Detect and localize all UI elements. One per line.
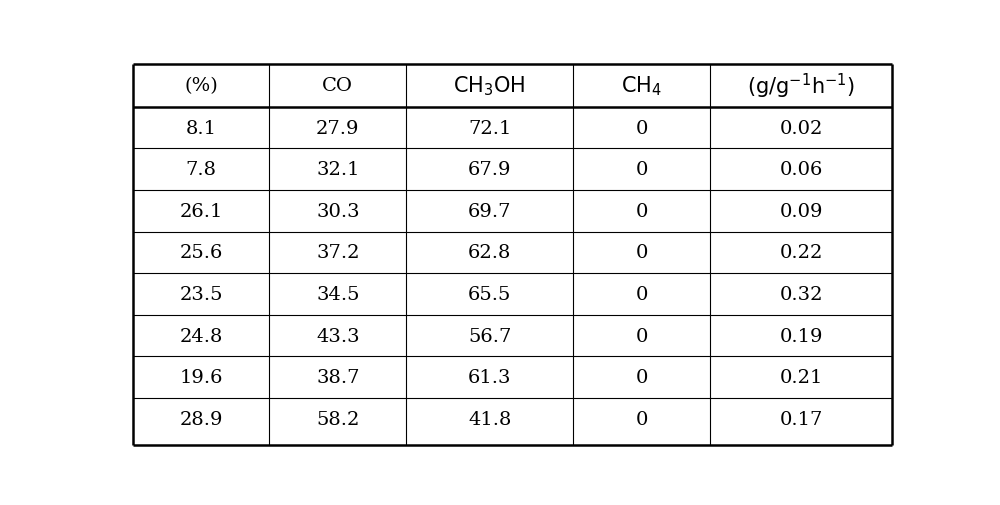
Text: $\mathrm{CH_3OH}$: $\mathrm{CH_3OH}$	[453, 74, 526, 98]
Text: $\mathrm{CH_4}$: $\mathrm{CH_4}$	[621, 74, 662, 98]
Text: 26.1: 26.1	[179, 203, 223, 220]
Text: 0: 0	[635, 203, 648, 220]
Text: 69.7: 69.7	[468, 203, 511, 220]
Text: 38.7: 38.7	[316, 369, 360, 386]
Text: 7.8: 7.8	[186, 161, 217, 179]
Text: 41.8: 41.8	[468, 410, 511, 428]
Text: 8.1: 8.1	[186, 119, 217, 137]
Text: $\mathrm{(g/g^{-1}h^{-1})}$: $\mathrm{(g/g^{-1}h^{-1})}$	[747, 71, 855, 100]
Text: 0: 0	[635, 410, 648, 428]
Text: 0: 0	[635, 161, 648, 179]
Text: 0: 0	[635, 244, 648, 262]
Text: 25.6: 25.6	[179, 244, 223, 262]
Text: 56.7: 56.7	[468, 327, 511, 345]
Text: 65.5: 65.5	[468, 285, 511, 304]
Text: (%): (%)	[184, 77, 218, 95]
Text: 0.22: 0.22	[779, 244, 823, 262]
Text: 0: 0	[635, 369, 648, 386]
Text: 67.9: 67.9	[468, 161, 511, 179]
Text: 23.5: 23.5	[179, 285, 223, 304]
Text: 58.2: 58.2	[316, 410, 360, 428]
Text: 43.3: 43.3	[316, 327, 360, 345]
Text: 0.32: 0.32	[779, 285, 823, 304]
Text: 34.5: 34.5	[316, 285, 360, 304]
Text: 0.17: 0.17	[779, 410, 823, 428]
Text: 19.6: 19.6	[179, 369, 223, 386]
Text: 32.1: 32.1	[316, 161, 360, 179]
Text: 28.9: 28.9	[179, 410, 223, 428]
Text: 0.21: 0.21	[779, 369, 823, 386]
Text: 0: 0	[635, 285, 648, 304]
Text: 0.06: 0.06	[779, 161, 823, 179]
Text: 37.2: 37.2	[316, 244, 360, 262]
Text: 0: 0	[635, 119, 648, 137]
Text: 30.3: 30.3	[316, 203, 360, 220]
Text: 62.8: 62.8	[468, 244, 511, 262]
Text: 72.1: 72.1	[468, 119, 511, 137]
Text: 0.02: 0.02	[779, 119, 823, 137]
Text: 0.19: 0.19	[779, 327, 823, 345]
Text: 24.8: 24.8	[179, 327, 223, 345]
Text: 61.3: 61.3	[468, 369, 511, 386]
Text: 27.9: 27.9	[316, 119, 360, 137]
Text: CO: CO	[322, 77, 353, 95]
Text: 0: 0	[635, 327, 648, 345]
Text: 0.09: 0.09	[779, 203, 823, 220]
